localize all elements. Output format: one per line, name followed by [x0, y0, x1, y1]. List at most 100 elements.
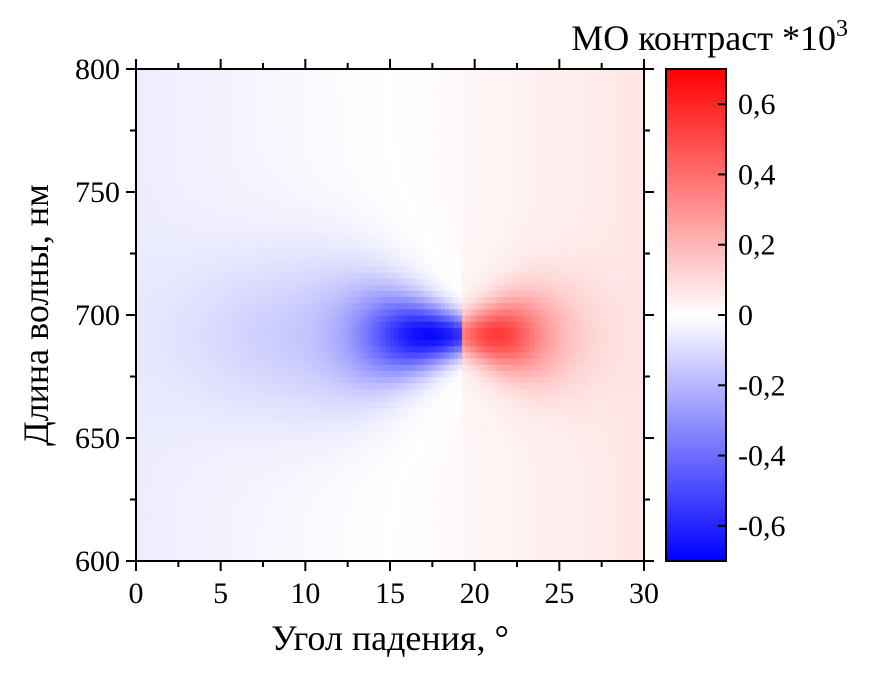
- heatmap-cell: [140, 167, 146, 175]
- heatmap-cell: [292, 259, 298, 267]
- heatmap-cell: [292, 462, 298, 470]
- heatmap-cell: [288, 413, 294, 421]
- heatmap-cell: [203, 265, 209, 273]
- heatmap-cell: [144, 511, 150, 519]
- heatmap-cell: [364, 413, 370, 421]
- heatmap-cell: [229, 542, 234, 550]
- heatmap-cell: [309, 75, 315, 82]
- heatmap-cell: [140, 87, 146, 95]
- heatmap-cell: [309, 216, 315, 224]
- heatmap-cell: [373, 118, 378, 125]
- heatmap-cell: [140, 462, 146, 470]
- heatmap-cell: [343, 505, 349, 513]
- heatmap-cell: [233, 413, 239, 421]
- heatmap-cell: [212, 130, 218, 138]
- heatmap-cell: [381, 259, 387, 267]
- heatmap-cell: [136, 296, 141, 304]
- heatmap-cell: [220, 241, 226, 248]
- heatmap-cell: [254, 105, 260, 113]
- heatmap-cell: [309, 345, 315, 353]
- heatmap-cell: [229, 345, 234, 353]
- heatmap-cell: [373, 271, 378, 279]
- heatmap-cell: [165, 112, 171, 119]
- heatmap-cell: [254, 370, 260, 378]
- heatmap-cell: [309, 105, 315, 113]
- heatmap-cell: [174, 351, 179, 359]
- heatmap-cell: [220, 517, 226, 525]
- heatmap-cell: [318, 185, 323, 193]
- heatmap-cell: [216, 302, 222, 310]
- heatmap-cell: [330, 388, 336, 396]
- heatmap-cell: [169, 81, 175, 89]
- heatmap-cell: [296, 487, 302, 494]
- heatmap-cell: [309, 554, 315, 561]
- heatmap-cell: [199, 69, 205, 76]
- heatmap-cell: [254, 241, 260, 248]
- heatmap-cell: [343, 185, 349, 193]
- heatmap-cell: [343, 351, 349, 359]
- heatmap-cell: [385, 112, 391, 119]
- heatmap-cell: [322, 351, 328, 359]
- heatmap-cell: [296, 450, 302, 458]
- heatmap-cell: [186, 548, 192, 556]
- heatmap-cell: [373, 173, 378, 181]
- heatmap-cell: [301, 376, 306, 384]
- heatmap-cell: [258, 530, 264, 537]
- heatmap-cell: [288, 407, 294, 414]
- heatmap-cell: [186, 259, 192, 267]
- heatmap-cell: [381, 69, 387, 76]
- heatmap-cell: [186, 198, 192, 205]
- heatmap-cell: [157, 290, 162, 298]
- heatmap-cell: [165, 198, 171, 205]
- heatmap-cell: [169, 431, 175, 439]
- heatmap-cell: [152, 462, 158, 470]
- heatmap-cell: [186, 130, 192, 138]
- heatmap-cell: [275, 278, 281, 285]
- heatmap-cell: [169, 253, 175, 261]
- heatmap-cell: [254, 247, 260, 255]
- heatmap-cell: [157, 524, 162, 531]
- heatmap-cell: [186, 308, 192, 316]
- heatmap-cell: [195, 216, 201, 224]
- heatmap-cell: [254, 524, 260, 531]
- heatmap-cell: [334, 327, 340, 335]
- heatmap-cell: [250, 308, 256, 316]
- heatmap-cell: [284, 228, 289, 236]
- heatmap-cell: [157, 407, 162, 414]
- heatmap-cell: [360, 216, 366, 224]
- heatmap-cell: [169, 351, 175, 359]
- heatmap-cell: [152, 155, 158, 162]
- heatmap-cell: [356, 302, 361, 310]
- heatmap-cell: [165, 75, 171, 82]
- heatmap-cell: [360, 69, 366, 76]
- heatmap-cell: [275, 401, 281, 408]
- heatmap-cell: [305, 290, 311, 298]
- heatmap-cell: [216, 271, 222, 279]
- heatmap-cell: [390, 204, 395, 212]
- heatmap-cell: [237, 511, 243, 519]
- heatmap-cell: [144, 161, 150, 168]
- heatmap-cell: [144, 462, 150, 470]
- heatmap-cell: [169, 438, 175, 445]
- heatmap-cell: [279, 517, 285, 525]
- heatmap-cell: [347, 185, 353, 193]
- heatmap-cell: [241, 536, 247, 544]
- heatmap-cell: [241, 364, 247, 371]
- heatmap-cell: [356, 493, 361, 501]
- heatmap-cell: [347, 382, 353, 390]
- heatmap-cell: [250, 524, 256, 531]
- heatmap-cell: [385, 315, 391, 322]
- heatmap-cell: [199, 431, 205, 439]
- heatmap-cell: [368, 179, 374, 187]
- heatmap-cell: [343, 339, 349, 347]
- heatmap-cell: [373, 536, 378, 544]
- heatmap-cell: [263, 210, 268, 218]
- heatmap-cell: [347, 210, 353, 218]
- heatmap-cell: [305, 345, 311, 353]
- heatmap-cell: [161, 241, 167, 248]
- heatmap-cell: [292, 468, 298, 476]
- heatmap-cell: [157, 136, 162, 144]
- heatmap-cell: [330, 228, 336, 236]
- heatmap-cell: [195, 124, 201, 132]
- heatmap-cell: [305, 431, 311, 439]
